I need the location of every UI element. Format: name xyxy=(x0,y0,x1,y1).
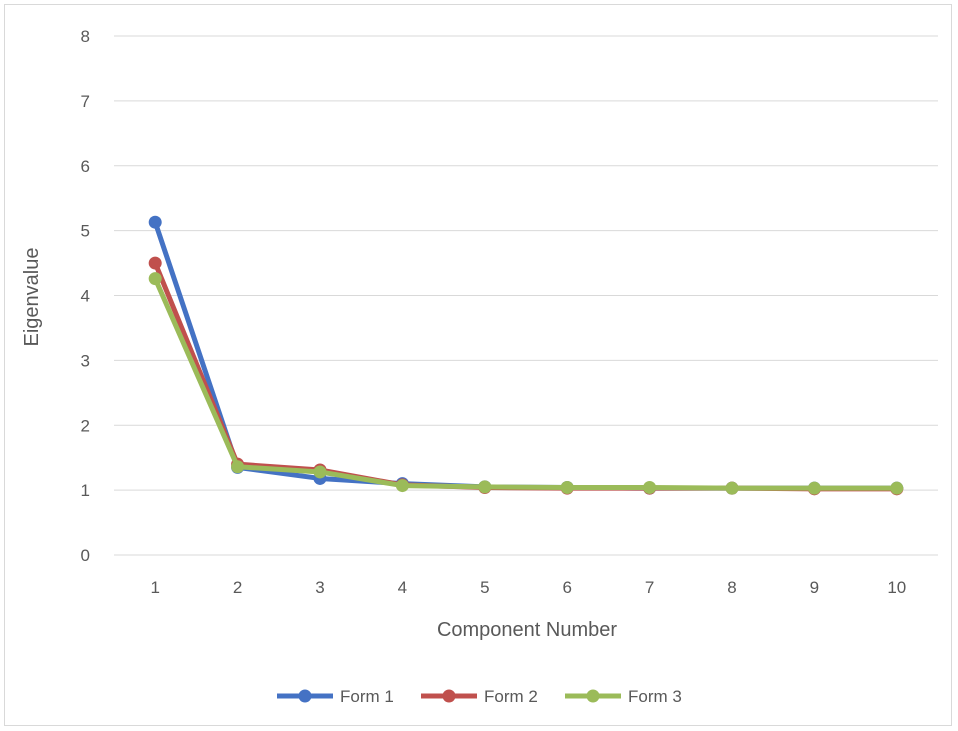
series-line-3 xyxy=(152,276,900,491)
y-tick-label: 2 xyxy=(81,416,90,435)
data-point xyxy=(231,460,245,474)
y-axis-title: Eigenvalue xyxy=(21,248,43,347)
chart-frame xyxy=(4,4,952,726)
data-point xyxy=(395,479,409,493)
x-tick-label: 1 xyxy=(150,578,159,597)
y-axis-ticks: 0 1 2 3 4 5 6 7 8 xyxy=(81,27,90,565)
x-tick-label: 4 xyxy=(398,578,407,597)
legend-swatch-marker xyxy=(586,689,600,703)
legend-label: Form 1 xyxy=(340,687,394,706)
y-tick-label: 8 xyxy=(81,27,90,46)
x-axis-title: Component Number xyxy=(437,619,617,641)
legend-entry-2: Form 2 xyxy=(421,687,538,706)
x-tick-label: 8 xyxy=(727,578,736,597)
legend-entry-1: Form 1 xyxy=(277,687,394,706)
series-1 xyxy=(148,215,904,495)
data-point xyxy=(643,481,657,495)
legend-swatch-marker xyxy=(298,689,312,703)
x-tick-label: 7 xyxy=(645,578,654,597)
y-tick-label: 1 xyxy=(81,481,90,500)
series-line-2 xyxy=(152,260,900,492)
series-line-1 xyxy=(152,219,900,491)
data-point xyxy=(560,481,574,495)
legend-label: Form 3 xyxy=(628,687,682,706)
data-point xyxy=(148,215,162,229)
y-tick-label: 5 xyxy=(81,222,90,241)
data-point xyxy=(148,256,162,270)
x-tick-label: 3 xyxy=(315,578,324,597)
data-point xyxy=(807,481,821,495)
data-point xyxy=(725,481,739,495)
series-lines xyxy=(148,215,904,496)
y-tick-label: 4 xyxy=(81,287,90,306)
x-axis-ticks: 1 2 3 4 5 6 7 8 9 10 xyxy=(150,578,906,597)
x-tick-label: 5 xyxy=(480,578,489,597)
gridlines xyxy=(114,35,938,556)
legend-entry-3: Form 3 xyxy=(565,687,682,706)
y-tick-label: 0 xyxy=(81,546,90,565)
data-point xyxy=(313,465,327,479)
data-point xyxy=(890,481,904,495)
x-tick-label: 2 xyxy=(233,578,242,597)
series-3 xyxy=(148,272,904,495)
y-tick-label: 7 xyxy=(81,92,90,111)
y-tick-label: 6 xyxy=(81,157,90,176)
series-2 xyxy=(148,256,904,496)
x-tick-label: 10 xyxy=(887,578,906,597)
y-tick-label: 3 xyxy=(81,351,90,370)
x-tick-label: 6 xyxy=(562,578,571,597)
legend-swatch-marker xyxy=(442,689,456,703)
legend: Form 1 Form 2 Form 3 xyxy=(277,687,682,706)
x-tick-label: 9 xyxy=(810,578,819,597)
legend-label: Form 2 xyxy=(484,687,538,706)
data-point xyxy=(148,272,162,286)
data-point xyxy=(478,480,492,494)
